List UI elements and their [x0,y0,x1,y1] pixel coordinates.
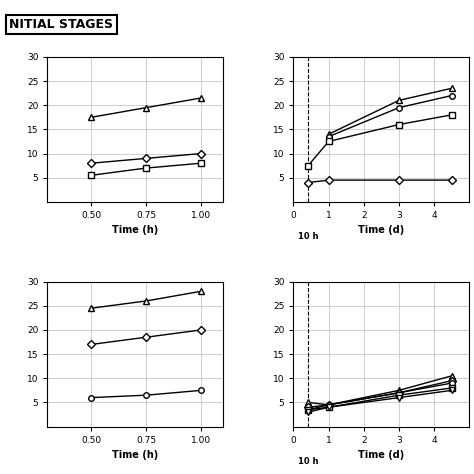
X-axis label: Time (h): Time (h) [112,450,158,460]
Text: 10 h: 10 h [298,232,319,241]
X-axis label: Time (h): Time (h) [112,226,158,236]
X-axis label: Time (d): Time (d) [358,226,404,236]
Text: 10 h: 10 h [298,457,319,466]
X-axis label: Time (d): Time (d) [358,450,404,460]
Text: NITIAL STAGES: NITIAL STAGES [9,18,113,31]
